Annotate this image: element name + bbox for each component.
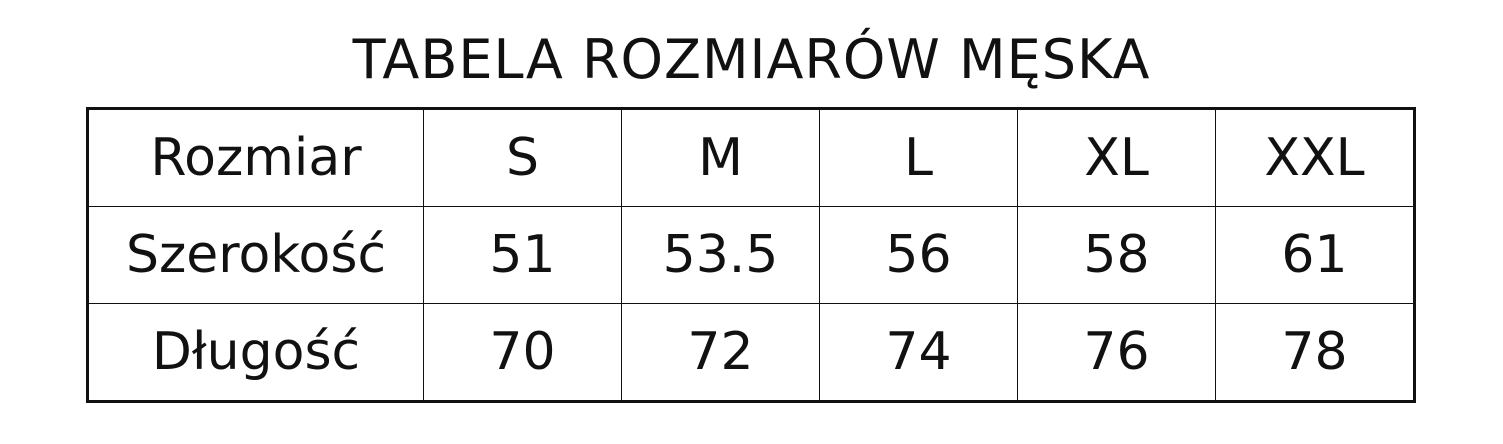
table-header-row: Rozmiar S M L XL XXL <box>87 108 1415 207</box>
header-cell: Rozmiar <box>87 108 424 207</box>
table-cell: 72 <box>621 303 820 402</box>
header-cell: XL <box>1017 108 1216 207</box>
row-label: Długość <box>87 303 424 402</box>
header-cell: S <box>423 108 622 207</box>
row-label: Szerokość <box>87 206 424 304</box>
header-cell: M <box>621 108 820 207</box>
table-row: Długość 70 72 74 76 78 <box>87 303 1415 402</box>
table-cell: 56 <box>819 206 1018 304</box>
table-cell: 74 <box>819 303 1018 402</box>
size-table: Rozmiar S M L XL XXL Szerokość 51 53.5 5… <box>86 107 1416 403</box>
table-cell: 70 <box>423 303 622 402</box>
table-cell: 58 <box>1017 206 1216 304</box>
table-cell: 51 <box>423 206 622 304</box>
page-title: TABELA ROZMIARÓW MĘSKA <box>352 28 1151 91</box>
table-row: Szerokość 51 53.5 56 58 61 <box>87 206 1415 304</box>
table-cell: 78 <box>1215 303 1415 402</box>
header-cell: XXL <box>1215 108 1415 207</box>
table-cell: 76 <box>1017 303 1216 402</box>
header-cell: L <box>819 108 1018 207</box>
table-cell: 61 <box>1215 206 1415 304</box>
table-cell: 53.5 <box>621 206 820 304</box>
